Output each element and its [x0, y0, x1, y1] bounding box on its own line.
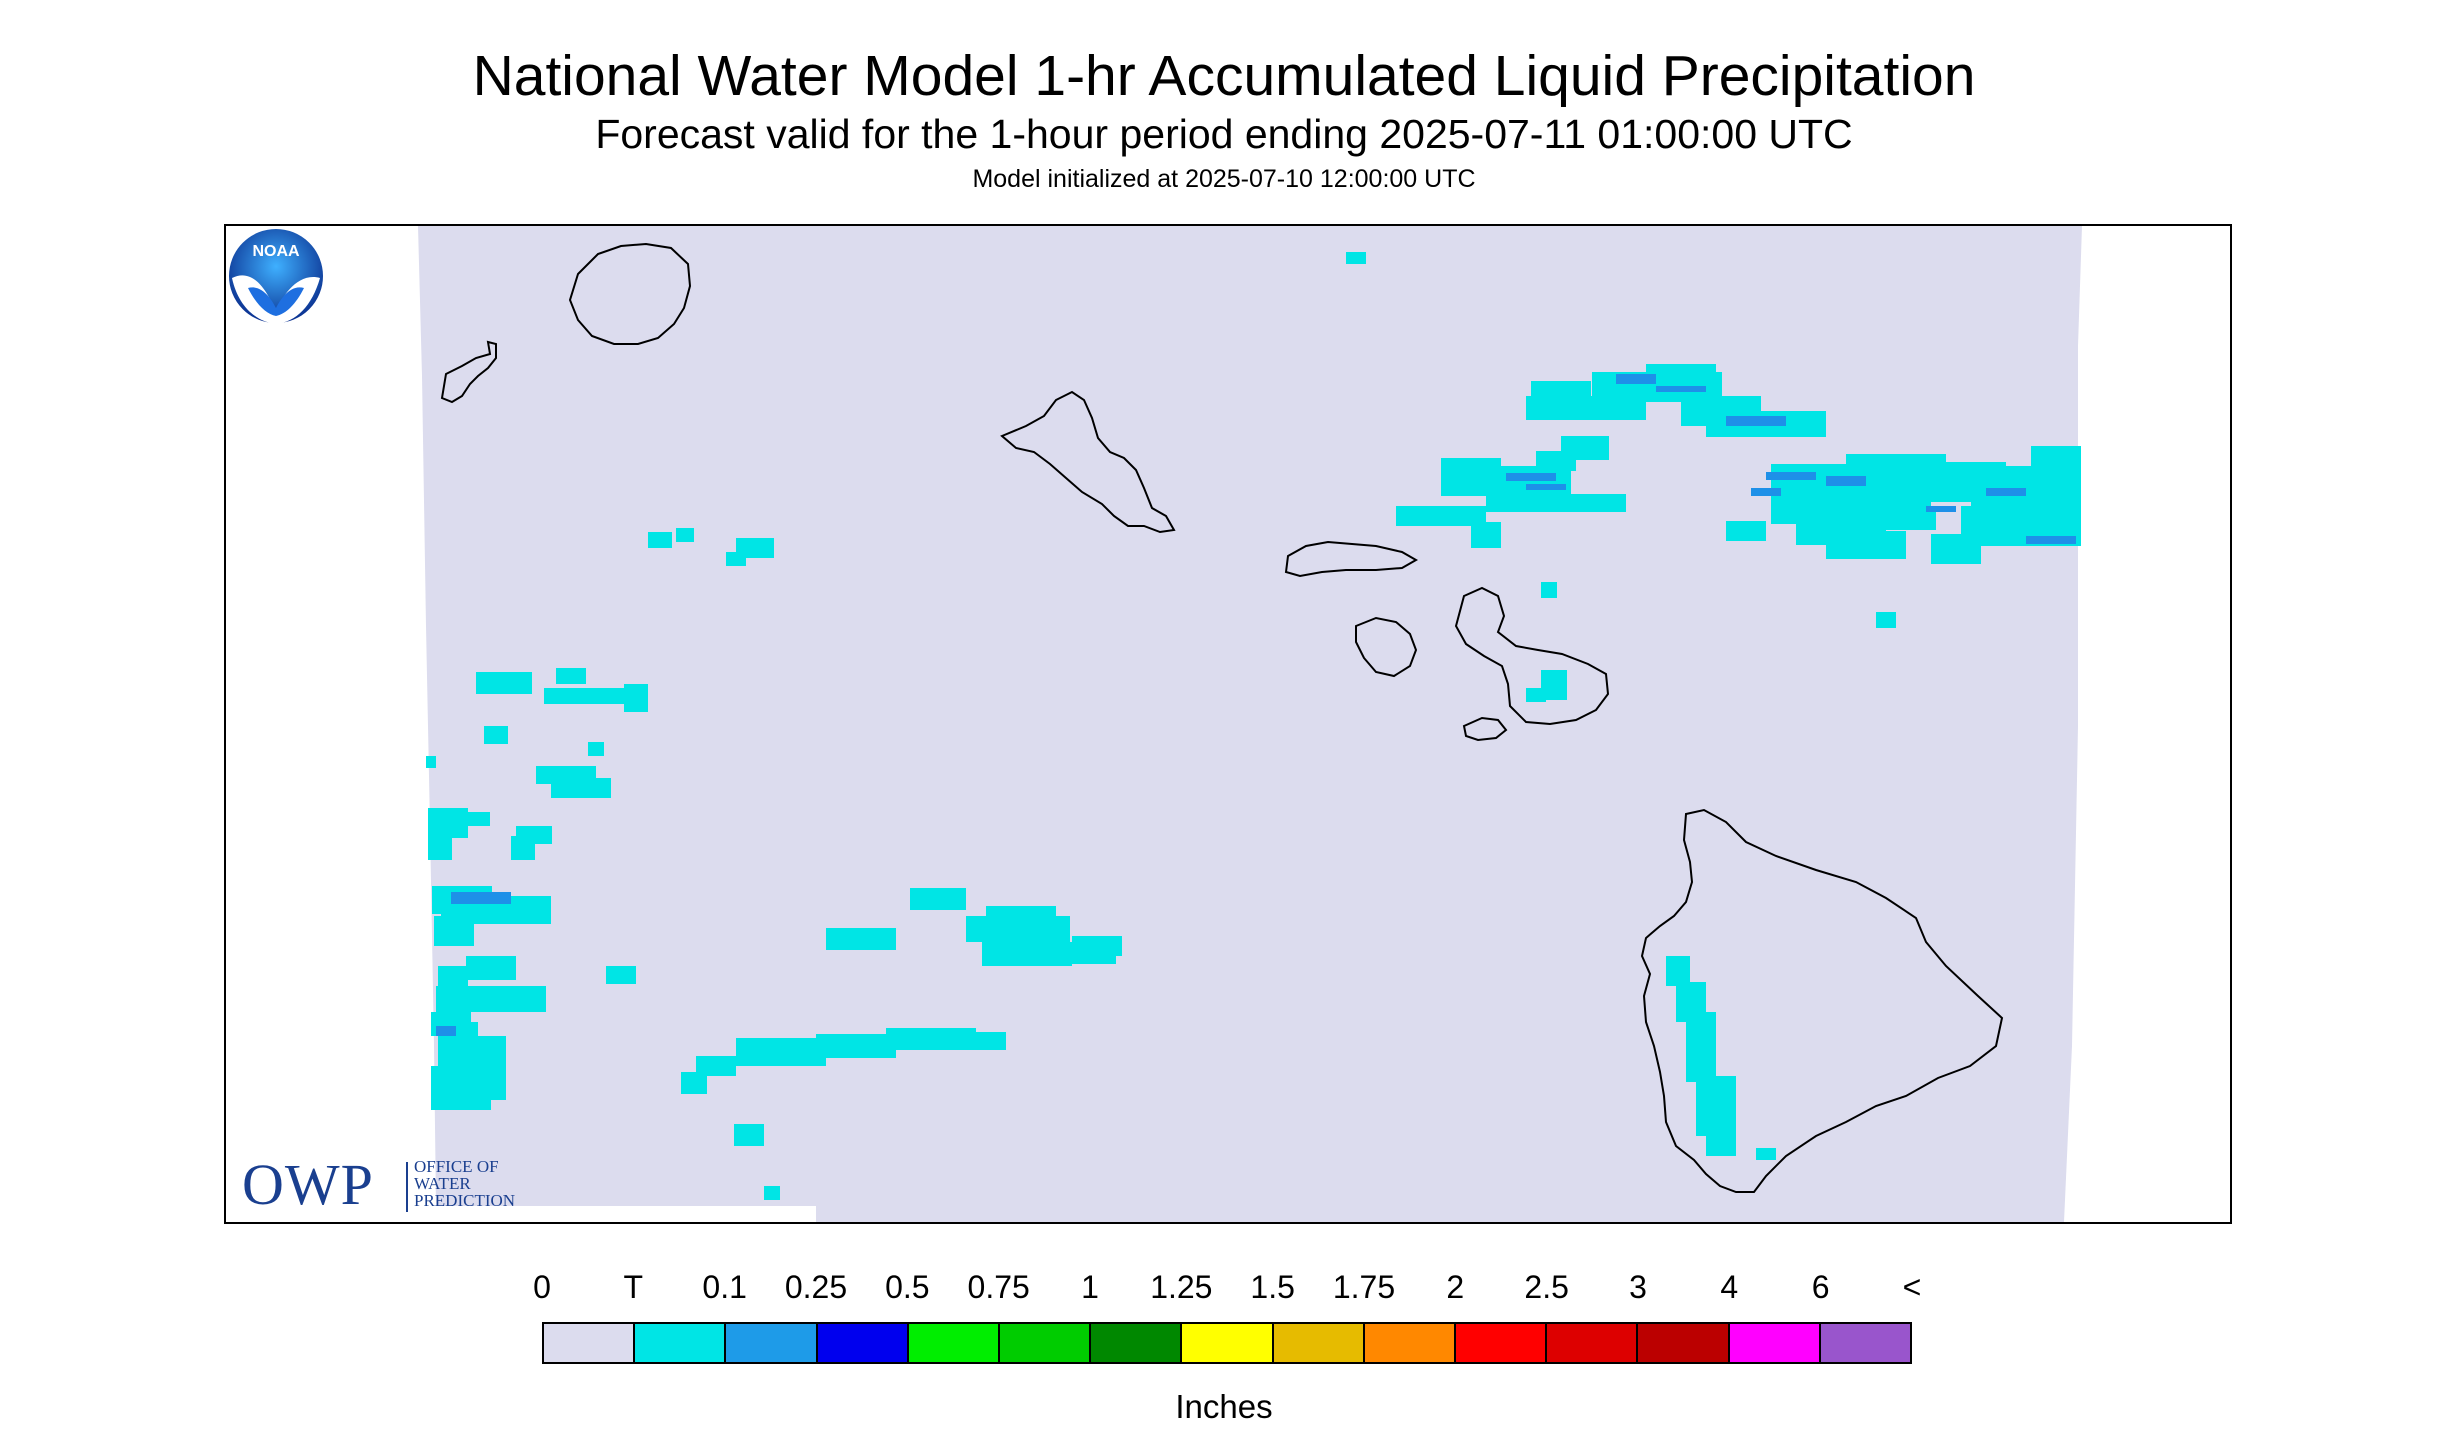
owp-logo-line-1: OFFICE OF	[414, 1157, 499, 1176]
legend-swatch	[1547, 1324, 1639, 1362]
model-init-line: Model initialized at 2025-07-10 12:00:00…	[972, 165, 1476, 193]
coastlines	[440, 242, 2004, 1193]
owp-logo-text: OWP	[242, 1152, 374, 1217]
owp-logo-divider	[406, 1162, 408, 1212]
noaa-logo-icon: NOAA	[227, 227, 325, 325]
legend-tick-label: 0.1	[702, 1269, 747, 1305]
legend-swatch	[1364, 1324, 1457, 1362]
legend-tick-label: 1.75	[1332, 1269, 1396, 1305]
niihau-island	[440, 340, 497, 404]
legend-swatch	[817, 1324, 909, 1362]
legend-tick-label: 0.75	[967, 1269, 1030, 1305]
lanai-island	[1355, 616, 1418, 678]
legend-tick-label: T	[623, 1269, 644, 1305]
legend-swatch	[635, 1324, 727, 1362]
noaa-logo-text: NOAA	[252, 243, 300, 260]
kahoolawe-island	[1462, 716, 1508, 742]
maui-island	[1454, 586, 1610, 726]
owp-logo-line-3: PREDICTION	[414, 1191, 516, 1210]
legend-labels: 0 T 0.1 0.25 0.5 0.75 1 1.25 1.5 1.75 2 2.5 3 4 6 <	[0, 1268, 2448, 1308]
kauai-island	[568, 242, 692, 345]
legend-tick-label: 1	[1081, 1269, 1099, 1305]
model-domain	[418, 226, 2082, 1222]
legend-tick-label: 4	[1720, 1269, 1739, 1305]
precip-light-areas	[426, 252, 2081, 1200]
legend-swatch	[908, 1324, 1001, 1362]
legend-tick-label: 1.25	[1150, 1269, 1213, 1305]
map-title: National Water Model 1-hr Accumulated Li…	[472, 44, 1976, 108]
legend-swatch	[1456, 1324, 1548, 1362]
legend-tick-label: 1.5	[1250, 1269, 1295, 1305]
owp-logo-line-2: WATER	[414, 1174, 471, 1193]
legend-tick-label: 3	[1629, 1269, 1647, 1305]
legend-tick-label: <	[1902, 1269, 1922, 1305]
precipitation-map: OWP OFFICE OF WATER PREDICTION NOAA	[224, 224, 2232, 1224]
legend-swatch	[1273, 1324, 1365, 1362]
legend-swatch	[1638, 1324, 1730, 1362]
precip-medium-areas	[436, 374, 2076, 1036]
legend-tick-label: 0	[533, 1269, 551, 1305]
legend-swatch	[1000, 1324, 1092, 1362]
legend-tick-label: 0.5	[885, 1269, 930, 1305]
legend-tick-label: 0.25	[784, 1269, 848, 1305]
legend-tick-label: 2	[1446, 1269, 1465, 1305]
legend-swatch	[544, 1324, 636, 1362]
legend-swatch	[1091, 1324, 1183, 1362]
owp-logo: OWP OFFICE OF WATER PREDICTION	[242, 1156, 572, 1216]
map-subtitle: Forecast valid for the 1-hour period end…	[595, 111, 1853, 157]
legend-swatch	[726, 1324, 818, 1362]
hawaii-island	[1640, 808, 2004, 1193]
legend-colorbar	[542, 1322, 1912, 1364]
legend-swatch	[1182, 1324, 1274, 1362]
legend-swatch	[1729, 1324, 1821, 1362]
oahu-island	[1000, 390, 1176, 534]
legend-tick-label: 2.5	[1524, 1269, 1569, 1305]
owp-logo-subtext: OFFICE OF WATER PREDICTION	[414, 1158, 515, 1209]
legend-swatch	[1820, 1324, 1911, 1362]
legend-tick-label: 6	[1811, 1269, 1830, 1305]
molokai-island	[1284, 540, 1419, 578]
map-canvas	[418, 226, 2082, 1222]
legend-units: Inches	[1175, 1388, 1273, 1425]
